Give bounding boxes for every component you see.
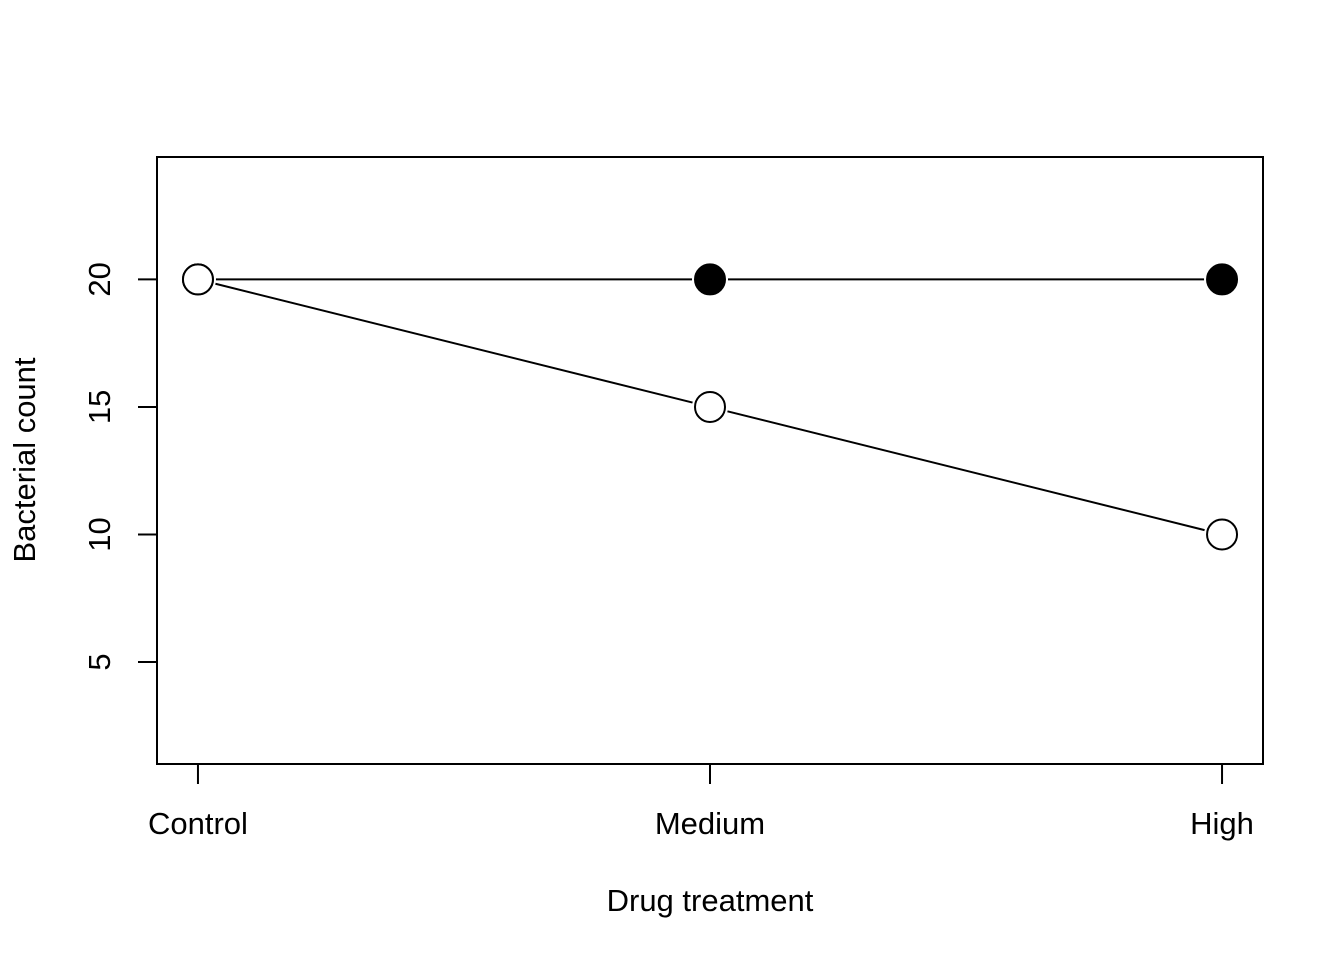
x-axis: Control Medium High xyxy=(148,763,1254,841)
series-2 xyxy=(181,263,1239,551)
x-axis-label: Drug treatment xyxy=(607,883,814,918)
y-axis: 5 10 15 20 xyxy=(82,262,158,671)
plot-frame xyxy=(156,156,1264,765)
filled-point xyxy=(1206,263,1239,296)
series-1 xyxy=(181,263,1239,296)
open-point xyxy=(694,390,726,423)
x-tick-label: Medium xyxy=(655,806,765,841)
open-point xyxy=(1206,518,1239,551)
x-tick-label: High xyxy=(1190,806,1254,841)
series-line-segment xyxy=(215,282,693,404)
x-tick-label: Control xyxy=(148,806,248,841)
open-point xyxy=(181,263,214,296)
series-line-segment xyxy=(727,410,1205,532)
y-tick-label: 5 xyxy=(82,653,117,670)
y-axis-label: Bacterial count xyxy=(7,357,42,562)
series-layer xyxy=(181,263,1239,551)
y-tick-label: 15 xyxy=(82,390,117,424)
filled-point xyxy=(694,263,726,296)
y-tick-label: 10 xyxy=(82,517,117,551)
y-tick-label: 20 xyxy=(82,262,117,296)
